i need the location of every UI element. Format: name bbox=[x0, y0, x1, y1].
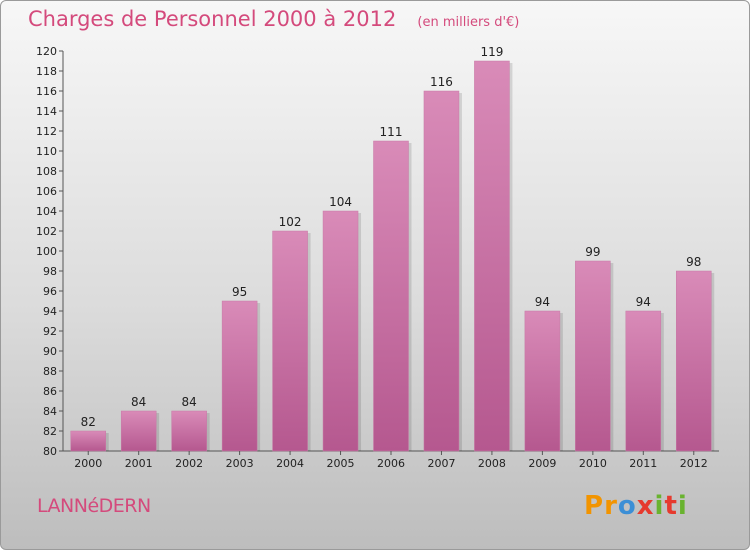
y-tick-label: 88 bbox=[43, 365, 57, 378]
bar-value-label: 94 bbox=[636, 295, 651, 309]
y-tick-label: 120 bbox=[36, 45, 57, 58]
y-tick-label: 82 bbox=[43, 425, 57, 438]
bar-value-label: 82 bbox=[81, 415, 96, 429]
y-tick-label: 98 bbox=[43, 265, 57, 278]
x-tick-label: 2008 bbox=[478, 457, 506, 470]
bar bbox=[625, 310, 662, 452]
y-tick-label: 114 bbox=[36, 105, 57, 118]
bar bbox=[524, 310, 561, 452]
bar bbox=[423, 90, 460, 452]
y-tick-label: 104 bbox=[36, 205, 57, 218]
bar-value-label: 95 bbox=[232, 285, 247, 299]
y-tick-label: 90 bbox=[43, 345, 57, 358]
y-tick-label: 106 bbox=[36, 185, 57, 198]
bar bbox=[221, 300, 258, 452]
bar bbox=[171, 410, 207, 452]
y-tick-label: 94 bbox=[43, 305, 57, 318]
bar-value-label: 84 bbox=[182, 395, 197, 409]
y-tick-label: 86 bbox=[43, 385, 57, 398]
logo-letter: i bbox=[677, 491, 688, 521]
y-tick-label: 102 bbox=[36, 225, 57, 238]
bar bbox=[70, 430, 106, 452]
proxiti-logo: Proxiti bbox=[584, 491, 688, 521]
y-tick-label: 108 bbox=[36, 165, 57, 178]
logo-letter: x bbox=[636, 491, 655, 521]
chart-bars bbox=[70, 60, 715, 452]
x-tick-label: 2009 bbox=[528, 457, 556, 470]
logo-letter: i bbox=[654, 491, 665, 521]
y-tick-label: 92 bbox=[43, 325, 57, 338]
bar bbox=[373, 140, 409, 452]
bar-value-label: 104 bbox=[329, 195, 352, 209]
commune-name: LANNéDERN bbox=[37, 495, 151, 517]
x-tick-label: 2000 bbox=[74, 457, 102, 470]
x-tick-label: 2004 bbox=[276, 457, 304, 470]
logo-letter: t bbox=[664, 491, 678, 521]
logo-letter: r bbox=[604, 491, 618, 521]
y-tick-label: 112 bbox=[36, 125, 57, 138]
bar-value-label: 102 bbox=[279, 215, 302, 229]
bar bbox=[322, 210, 359, 452]
chart-title: Charges de Personnel 2000 à 2012 bbox=[28, 7, 397, 31]
bar bbox=[272, 230, 308, 452]
bar-value-label: 84 bbox=[131, 395, 146, 409]
bar-value-label: 99 bbox=[585, 245, 600, 259]
logo-letter: P bbox=[584, 491, 605, 521]
bar-value-label: 119 bbox=[480, 45, 503, 59]
x-tick-label: 2007 bbox=[427, 457, 455, 470]
y-tick-label: 80 bbox=[43, 445, 57, 458]
x-tick-label: 2005 bbox=[327, 457, 355, 470]
x-tick-label: 2006 bbox=[377, 457, 405, 470]
title-row: Charges de Personnel 2000 à 2012 (en mil… bbox=[28, 7, 519, 31]
bar-value-label: 98 bbox=[686, 255, 701, 269]
y-tick-label: 116 bbox=[36, 85, 57, 98]
y-tick-label: 118 bbox=[36, 65, 57, 78]
bar bbox=[474, 60, 510, 452]
bar-value-label: 111 bbox=[380, 125, 403, 139]
x-tick-label: 2012 bbox=[680, 457, 708, 470]
x-tick-label: 2010 bbox=[579, 457, 607, 470]
bar bbox=[676, 270, 712, 452]
bar-value-label: 94 bbox=[535, 295, 550, 309]
y-tick-label: 100 bbox=[36, 245, 57, 258]
y-tick-label: 96 bbox=[43, 285, 57, 298]
y-tick-label: 84 bbox=[43, 405, 57, 418]
x-tick-label: 2002 bbox=[175, 457, 203, 470]
bar-value-labels: 82 84 84 95 102 104 111 116 119 94 99 94 98 bbox=[81, 45, 702, 429]
bar bbox=[575, 260, 611, 452]
x-tick-label: 2011 bbox=[629, 457, 657, 470]
logo-letter: o bbox=[617, 491, 637, 521]
y-tick-labels: 80 82 84 86 88 90 92 94 96 98 100 102 104 106 108 110 11… bbox=[36, 45, 63, 458]
bar-value-label: 116 bbox=[430, 75, 453, 89]
y-tick-label: 110 bbox=[36, 145, 57, 158]
x-tick-labels: 2000 2001 2002 2003 2004 2005 2006 2007 2008 2009… bbox=[74, 451, 708, 470]
x-tick-label: 2001 bbox=[125, 457, 153, 470]
bar bbox=[120, 410, 157, 452]
x-tick-label: 2003 bbox=[226, 457, 254, 470]
chart-subtitle: (en milliers d'€) bbox=[417, 15, 520, 30]
